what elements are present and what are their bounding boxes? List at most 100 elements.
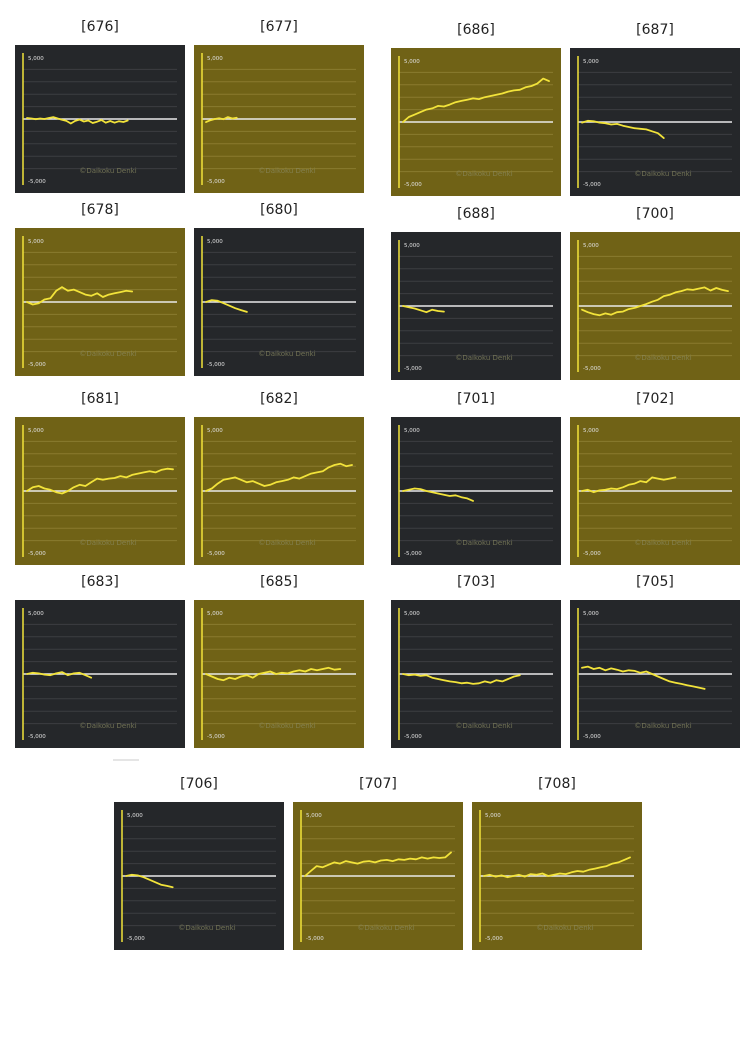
- data-point: [30, 117, 32, 120]
- data-point: [402, 305, 404, 307]
- chart-cell: [680] 5,000 -5,000 ©Daikoku Denki: [194, 200, 364, 376]
- y-tick-top: 5,000: [404, 611, 420, 617]
- series-line: [26, 116, 129, 125]
- data-point: [548, 80, 550, 82]
- chart-svg: 5,000 -5,000 ©Daikoku Denki: [194, 45, 364, 193]
- data-point: [55, 491, 57, 493]
- watermark-text: ©Daikoku Denki: [258, 350, 315, 358]
- data-point: [674, 682, 677, 684]
- series-line: [26, 467, 174, 495]
- data-point: [137, 874, 139, 876]
- y-tick-top: 5,000: [207, 56, 223, 62]
- data-point: [108, 478, 110, 480]
- data-point: [74, 120, 76, 122]
- data-point: [582, 871, 584, 873]
- y-tick-top: 5,000: [127, 813, 143, 819]
- y-tick-bottom: -5,000: [404, 182, 422, 188]
- data-point: [310, 668, 312, 670]
- chart-cell: [678] 5,000 -5,000 ©Daikoku Denki: [15, 200, 185, 376]
- data-point: [571, 871, 573, 873]
- series-line: [205, 462, 353, 492]
- data-point: [131, 290, 133, 293]
- data-point: [645, 303, 647, 305]
- series-line: [581, 286, 729, 317]
- data-point: [55, 672, 57, 674]
- data-point: [698, 687, 700, 689]
- data-point: [600, 866, 602, 868]
- data-point: [234, 307, 236, 309]
- data-point: [431, 677, 433, 679]
- data-point: [432, 856, 435, 858]
- data-point: [73, 289, 75, 291]
- data-point: [443, 105, 445, 108]
- y-tick-bottom: -5,000: [404, 366, 422, 372]
- chart-panel: 5,000 -5,000 ©Daikoku Denki: [15, 600, 185, 748]
- data-point: [322, 470, 324, 472]
- chart-title: [707]: [359, 776, 397, 792]
- chart-svg: 5,000 -5,000 ©Daikoku Denki: [15, 600, 185, 748]
- data-point: [633, 482, 636, 485]
- data-point: [598, 314, 601, 316]
- data-point: [322, 668, 324, 670]
- data-point: [61, 119, 63, 121]
- chart-panel: 5,000 -5,000 ©Daikoku Denki: [570, 232, 740, 380]
- data-point: [444, 856, 446, 858]
- data-point: [472, 683, 474, 685]
- chart-title: [687]: [636, 22, 674, 38]
- data-point: [240, 309, 242, 311]
- data-point: [49, 489, 51, 491]
- chart-title: [688]: [457, 206, 495, 222]
- data-point: [581, 667, 583, 669]
- data-point: [680, 683, 682, 685]
- data-point: [414, 113, 416, 116]
- data-point: [639, 305, 641, 307]
- y-tick-top: 5,000: [306, 813, 322, 819]
- data-point: [483, 875, 485, 877]
- data-point: [604, 122, 606, 124]
- data-point: [409, 858, 411, 860]
- data-point: [209, 119, 211, 121]
- data-point: [593, 120, 595, 122]
- watermark-text: ©Daikoku Denki: [79, 539, 136, 547]
- data-point: [639, 128, 641, 130]
- data-point: [109, 120, 111, 122]
- data-point: [102, 296, 104, 298]
- data-point: [61, 286, 63, 288]
- data-point: [663, 479, 665, 481]
- data-point: [547, 875, 549, 877]
- data-point: [610, 314, 612, 316]
- series-line: [205, 666, 342, 682]
- watermark-text: ©Daikoku Denki: [258, 539, 315, 547]
- data-point: [576, 870, 579, 872]
- chart-title: [705]: [636, 574, 674, 590]
- watermark-text: ©Daikoku Denki: [178, 924, 235, 932]
- chart-cell: [700] 5,000 -5,000 ©Daikoku Denki: [570, 204, 740, 380]
- data-point: [663, 137, 665, 139]
- data-point: [680, 290, 682, 292]
- watermark-text: ©Daikoku Denki: [79, 167, 136, 175]
- data-point: [49, 674, 51, 676]
- data-point: [84, 293, 86, 296]
- data-point: [205, 121, 207, 123]
- chart-title: [682]: [260, 391, 298, 407]
- data-point: [114, 122, 116, 124]
- data-point: [32, 672, 34, 674]
- data-point: [362, 861, 364, 863]
- data-point: [686, 288, 688, 290]
- data-point: [581, 309, 583, 311]
- chart-cell: [701] 5,000 -5,000 ©Daikoku Denki: [391, 389, 561, 565]
- data-point: [83, 120, 85, 123]
- data-point: [49, 297, 51, 299]
- data-point: [43, 487, 46, 490]
- data-point: [466, 682, 468, 684]
- watermark-text: ©Daikoku Denki: [258, 167, 315, 175]
- data-point: [415, 858, 417, 860]
- data-point: [715, 287, 717, 289]
- data-point: [519, 674, 521, 676]
- chart-panel: 5,000 -5,000 ©Daikoku Denki: [391, 417, 561, 565]
- data-point: [275, 481, 277, 483]
- data-point: [402, 673, 404, 675]
- data-point: [617, 861, 619, 863]
- data-point: [623, 859, 625, 861]
- data-point: [587, 665, 589, 668]
